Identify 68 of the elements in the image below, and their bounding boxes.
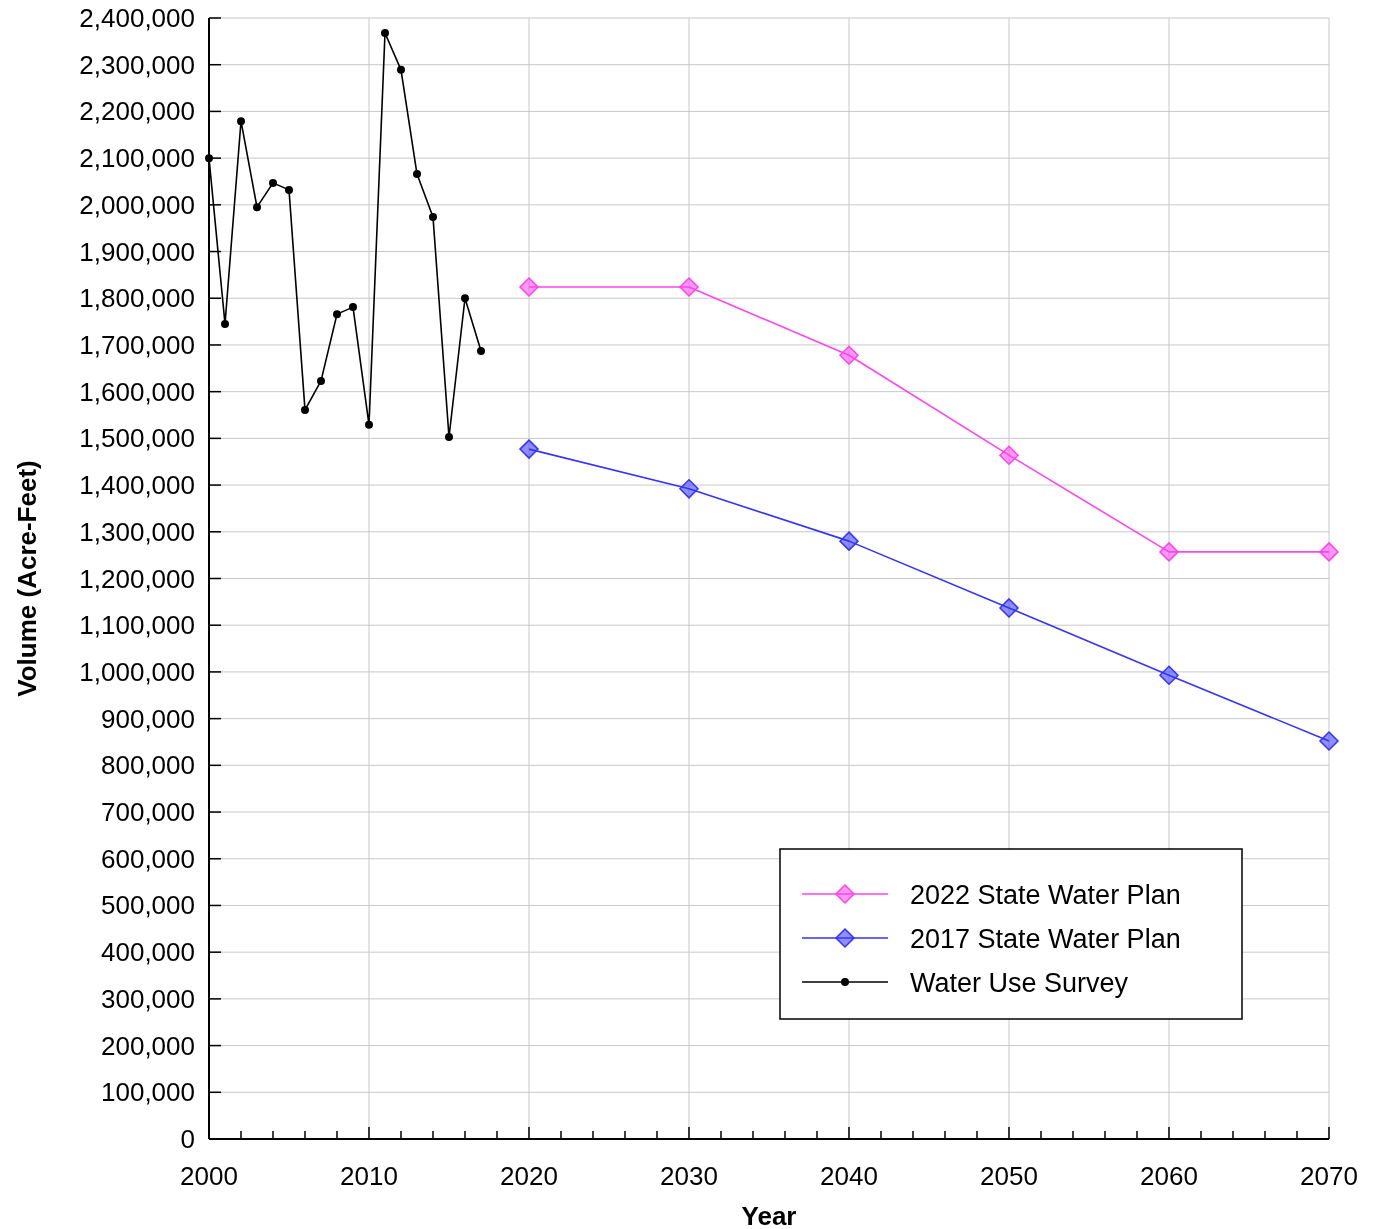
y-tick-label: 700,000 [101, 797, 195, 828]
x-tick-label: 2070 [1300, 1161, 1358, 1191]
legend-label: Water Use Survey [910, 968, 1129, 998]
y-tick-label: 1,300,000 [79, 516, 195, 547]
y-tick-label: 1,200,000 [79, 563, 195, 594]
point [1319, 542, 1339, 562]
y-tick-label: 1,000,000 [79, 656, 195, 687]
point [349, 303, 357, 312]
y-tick-label: 1,700,000 [79, 329, 195, 360]
x-tick-label: 2060 [1140, 1161, 1198, 1191]
point [839, 531, 859, 551]
point [461, 294, 469, 303]
point [519, 277, 539, 297]
y-tick-label: 2,000,000 [79, 189, 195, 220]
y-tick-label: 100,000 [101, 1077, 195, 1108]
point [317, 376, 325, 385]
x-tick-label: 2000 [180, 1161, 238, 1191]
y-tick-label: 2,100,000 [79, 143, 195, 174]
x-tick-label: 2020 [500, 1161, 558, 1191]
point [253, 203, 261, 212]
x-tick-label: 2030 [660, 1161, 718, 1191]
point [477, 347, 485, 356]
point [269, 178, 277, 187]
point [413, 170, 421, 179]
legend-label: 2022 State Water Plan [910, 880, 1181, 910]
point [381, 28, 389, 37]
x-tick-label: 2040 [820, 1161, 878, 1191]
y-tick-label: 1,500,000 [79, 423, 195, 454]
x-tick-label: 2010 [340, 1161, 398, 1191]
y-tick-label: 2,300,000 [79, 49, 195, 80]
y-tick-label: 0 [180, 1124, 195, 1154]
point [1319, 731, 1339, 751]
y-tick-label: 800,000 [101, 750, 195, 781]
y-tick-label: 500,000 [101, 890, 195, 921]
y-tick-label: 400,000 [101, 937, 195, 968]
y-tick-label: 900,000 [101, 703, 195, 734]
x-tick-label: 2050 [980, 1161, 1038, 1191]
x-axis-title: Year [741, 1201, 797, 1229]
y-tick-label: 600,000 [101, 843, 195, 874]
y-tick-label: 300,000 [101, 983, 195, 1014]
point [397, 65, 405, 74]
y-tick-label: 1,800,000 [79, 283, 195, 314]
point [679, 479, 699, 499]
point [205, 154, 213, 163]
y-tick-label: 2,200,000 [79, 96, 195, 127]
point [445, 432, 453, 441]
y-axis-title: Volume (Acre-Feet) [12, 460, 42, 697]
y-tick-label: 1,900,000 [79, 236, 195, 267]
y-tick-label: 200,000 [101, 1030, 195, 1061]
point [999, 445, 1019, 465]
point [999, 598, 1019, 618]
point [365, 420, 373, 429]
point [519, 439, 539, 459]
point [429, 212, 437, 221]
y-tick-label: 1,600,000 [79, 376, 195, 407]
point [1159, 542, 1179, 562]
y-tick-label: 2,400,000 [79, 3, 195, 33]
point [839, 345, 859, 365]
point [679, 277, 699, 297]
point [1159, 665, 1179, 685]
y-tick-label: 1,100,000 [79, 610, 195, 641]
legend-label: 2017 State Water Plan [910, 924, 1181, 954]
point [221, 319, 229, 328]
point [237, 117, 245, 126]
y-tick-label: 1,400,000 [79, 470, 195, 501]
point [285, 185, 293, 194]
point [333, 310, 341, 319]
point [301, 405, 309, 414]
